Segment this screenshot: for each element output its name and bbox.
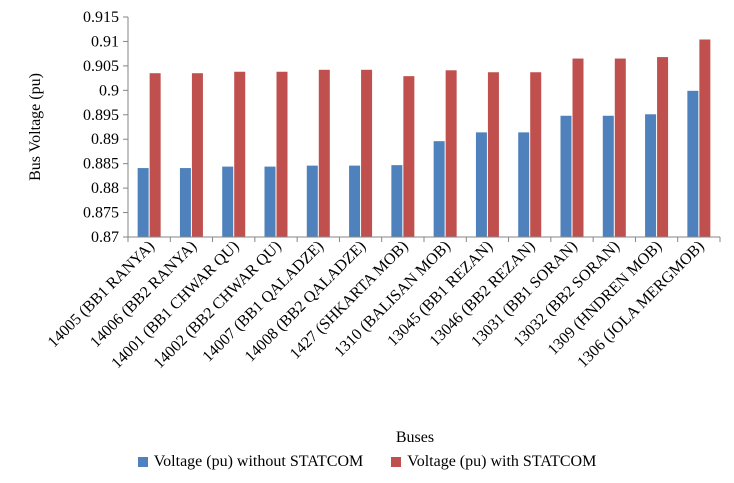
legend-label-without-statcom: Voltage (pu) without STATCOM [153, 453, 364, 470]
bar-without-statcom [560, 115, 572, 237]
x-axis-ticks: 14005 (BB1 RANYA)14006 (BB2 RANYA)14001 … [45, 237, 721, 372]
y-tick-label: 0.905 [83, 58, 119, 75]
y-tick-label: 0.89 [91, 131, 119, 148]
bar-with-statcom [572, 58, 584, 237]
bar-with-statcom [234, 71, 246, 237]
bar-with-statcom [445, 70, 457, 238]
bar-with-statcom [657, 57, 669, 237]
bar-with-statcom [614, 58, 626, 237]
bar-with-statcom [487, 72, 499, 237]
bar-without-statcom [433, 141, 445, 237]
legend-swatch-red [391, 457, 402, 467]
legend-item-without-statcom: Voltage (pu) without STATCOM [137, 453, 364, 471]
bar-with-statcom [699, 39, 711, 237]
y-tick-label: 0.9 [99, 82, 119, 99]
bar-series [137, 39, 711, 238]
bar-with-statcom [361, 69, 373, 237]
bar-without-statcom [222, 166, 234, 237]
legend-item-with-statcom: Voltage (pu) with STATCOM [391, 453, 596, 471]
bar-without-statcom [518, 132, 530, 237]
bar-without-statcom [391, 165, 403, 237]
bar-with-statcom [318, 69, 330, 237]
bar-with-statcom [276, 71, 288, 237]
bar-without-statcom [264, 166, 276, 237]
bar-without-statcom [475, 132, 487, 237]
y-tick-label: 0.895 [83, 107, 119, 124]
legend-swatch-blue [137, 457, 148, 467]
legend: Voltage (pu) without STATCOM Voltage (pu… [0, 453, 734, 471]
bar-without-statcom [179, 168, 191, 237]
bar-with-statcom [403, 76, 415, 238]
y-tick-label: 0.91 [91, 33, 119, 50]
y-tick-label: 0.87 [91, 229, 119, 246]
bar-without-statcom [645, 114, 657, 237]
bar-without-statcom [306, 165, 318, 237]
y-tick-label: 0.875 [83, 205, 119, 222]
bar-without-statcom [349, 165, 361, 237]
y-tick-label: 0.88 [91, 180, 119, 197]
y-tick-label: 0.915 [83, 9, 119, 26]
legend-label-with-statcom: Voltage (pu) with STATCOM [407, 453, 597, 470]
y-axis-ticks: 0.87 0.875 0.88 0.885 0.89 0.895 0.9 0.905 0.91 0… [83, 9, 128, 246]
bar-without-statcom [687, 90, 699, 237]
bar-without-statcom [602, 115, 614, 237]
y-tick-label: 0.885 [83, 156, 119, 173]
bar-with-statcom [530, 72, 542, 237]
x-axis-label: Buses [396, 429, 434, 446]
bar-with-statcom [191, 73, 203, 237]
bar-without-statcom [137, 168, 149, 237]
y-axis-label: Bus Voltage (pu) [27, 73, 44, 181]
bar-with-statcom [149, 73, 161, 237]
